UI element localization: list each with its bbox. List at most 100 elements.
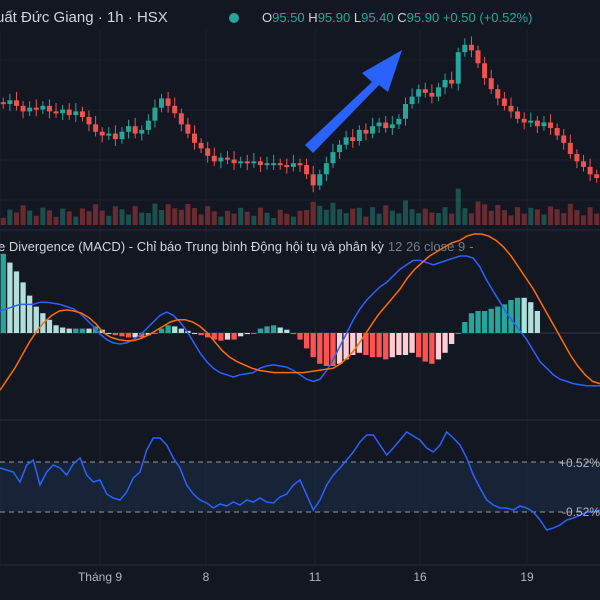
volume-bar: [20, 205, 26, 225]
candle-body: [66, 109, 72, 116]
candle-body: [60, 109, 66, 114]
macd-histogram-bar: [172, 326, 178, 333]
rsi-lower-label: -0.52%: [561, 505, 600, 519]
candle-body: [192, 133, 198, 143]
macd-histogram-bar: [152, 333, 158, 334]
x-tick-label: 16: [413, 570, 427, 584]
macd-histogram-bar: [13, 271, 20, 333]
symbol-legend[interactable]: uất Đức Giang · 1h · HSX: [0, 9, 168, 26]
rsi-upper-label: +0.52%: [558, 456, 600, 470]
macd-histogram-bar: [521, 297, 527, 333]
candle-body: [475, 50, 481, 64]
candle-body: [488, 78, 494, 90]
volume-bar: [468, 213, 474, 225]
candle-body: [46, 105, 52, 112]
macd-histogram-bar: [191, 333, 198, 334]
candle-body: [310, 174, 316, 186]
volume-bar: [132, 206, 138, 225]
grid-lines: [0, 30, 600, 566]
volume-bar: [7, 209, 13, 225]
volume-bar: [0, 217, 6, 225]
macd-histogram-bar: [396, 333, 402, 355]
macd-histogram-bar: [350, 333, 356, 355]
candle-body: [13, 100, 19, 106]
volume-bar: [402, 200, 408, 225]
macd-histogram-bar: [112, 333, 119, 336]
volume-bar: [290, 216, 296, 225]
candle-body: [99, 131, 105, 136]
volume-bar: [396, 213, 402, 225]
volume-bar: [581, 215, 587, 225]
volume-bar: [422, 208, 428, 225]
volume-bar: [462, 208, 468, 225]
arrow-shape: [305, 50, 402, 153]
macd-histogram-bar: [468, 313, 475, 333]
candle-body: [455, 52, 461, 84]
volume-bar: [264, 212, 270, 225]
candle-body: [508, 105, 514, 112]
macd-histogram-bar: [165, 325, 171, 333]
volume-bar: [554, 209, 560, 225]
candle-body: [159, 98, 165, 108]
candle-body: [416, 89, 422, 97]
macd-indicator-title[interactable]: e Divergence (MACD) - Chỉ báo Trung bình…: [0, 239, 474, 254]
signal-line: [0, 233, 600, 391]
macd-histogram-bar: [211, 333, 217, 340]
volume-bar: [251, 215, 257, 225]
volume-bar: [119, 209, 125, 225]
macd-histogram-bar: [528, 302, 534, 333]
candle-body: [73, 111, 79, 116]
candle-body: [178, 113, 184, 125]
candle-body: [449, 79, 455, 84]
candle-body: [528, 120, 534, 123]
volume-bar: [126, 214, 132, 225]
macd-histogram-bar: [462, 322, 468, 333]
candle-body: [370, 126, 376, 134]
volume-bar: [455, 188, 461, 225]
volume-bar: [271, 218, 277, 225]
macd-histogram-bar: [284, 329, 290, 333]
candle-body: [402, 104, 408, 119]
macd-histogram-bar: [257, 328, 264, 333]
macd-histogram-bar: [343, 333, 349, 360]
candle-body: [581, 161, 587, 167]
volume-bar: [449, 213, 455, 225]
macd-histogram-bar: [369, 333, 376, 358]
volume-bar: [561, 213, 567, 225]
candle-body: [40, 105, 46, 110]
candle-body: [185, 124, 191, 134]
macd-histogram-bar: [20, 282, 26, 333]
volume-bar: [112, 206, 118, 225]
candle-body: [211, 155, 217, 162]
volume-bar: [356, 207, 362, 225]
volume-bar: [284, 213, 290, 225]
candle-body: [317, 174, 323, 186]
volume-bar: [211, 211, 217, 225]
macd-histogram-bar: [132, 333, 138, 338]
macd-histogram-bar: [449, 333, 455, 344]
candle-body: [383, 122, 389, 129]
macd-histogram-bar: [119, 333, 125, 337]
macd-histogram-bar: [139, 333, 145, 338]
volume-bar: [475, 201, 481, 225]
volume-bar: [548, 206, 554, 225]
candle-body: [264, 163, 270, 166]
candle-body: [277, 163, 283, 166]
oscillator-band: [0, 462, 600, 512]
macd-histogram-bar: [79, 328, 86, 333]
volume-bar: [416, 213, 422, 225]
x-tick-label: 19: [520, 570, 534, 584]
macd-histogram-bar: [218, 333, 224, 341]
volume-bar: [310, 201, 316, 225]
macd-histogram-bar: [125, 333, 132, 338]
volume-bar: [528, 207, 534, 225]
macd-histogram-bar: [231, 333, 237, 340]
macd-histogram-bar: [46, 319, 53, 333]
volume-bar: [86, 211, 92, 225]
volume-bar: [33, 215, 39, 225]
candle-body: [554, 128, 560, 136]
volume-bar: [218, 216, 224, 225]
macd-histogram-bar: [402, 333, 409, 355]
volume-bar: [257, 207, 263, 225]
